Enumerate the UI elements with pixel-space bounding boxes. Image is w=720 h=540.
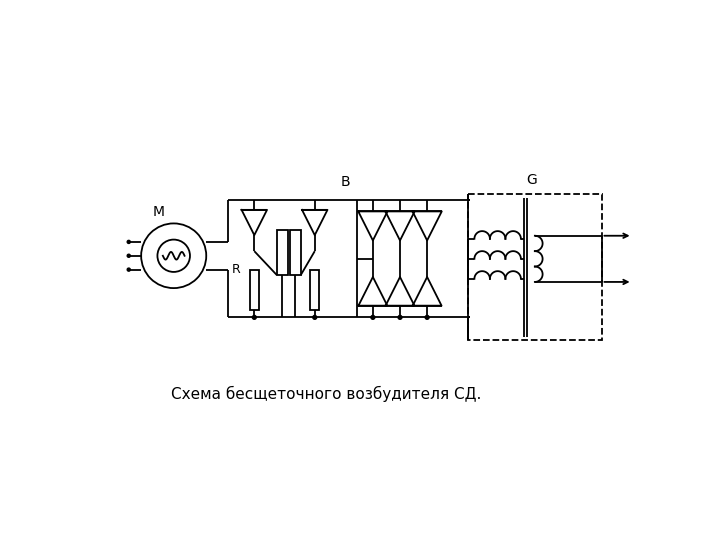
- Circle shape: [253, 315, 256, 319]
- Text: B: B: [341, 175, 351, 188]
- Text: R: R: [232, 263, 240, 276]
- Text: G: G: [526, 173, 537, 187]
- Circle shape: [127, 268, 130, 271]
- Bar: [250, 271, 259, 310]
- Bar: [310, 271, 320, 310]
- Circle shape: [426, 315, 429, 319]
- Circle shape: [127, 240, 130, 244]
- Circle shape: [371, 315, 375, 319]
- Bar: [468, 194, 601, 340]
- Bar: [276, 231, 287, 275]
- Text: M: M: [152, 205, 164, 219]
- Circle shape: [398, 315, 402, 319]
- Circle shape: [127, 254, 130, 257]
- Text: Схема бесщеточного возбудителя СД.: Схема бесщеточного возбудителя СД.: [171, 386, 482, 402]
- Bar: [290, 231, 301, 275]
- Circle shape: [312, 315, 317, 319]
